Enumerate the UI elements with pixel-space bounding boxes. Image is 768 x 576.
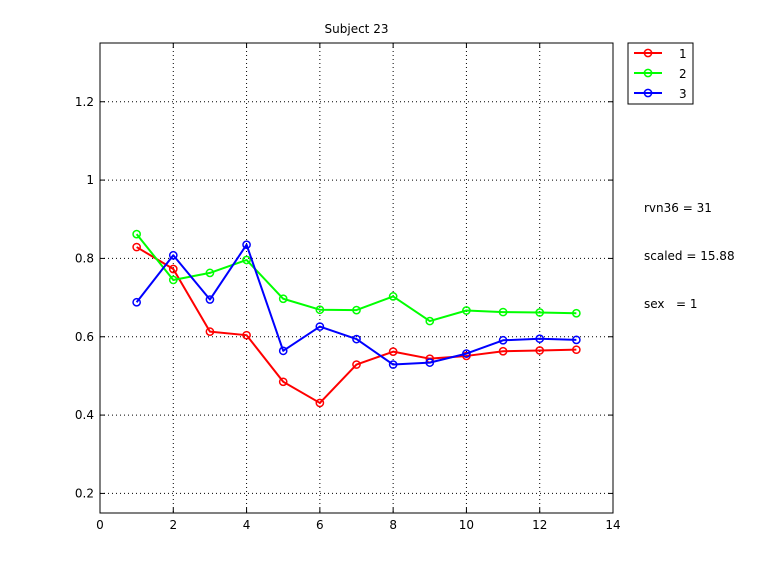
series-3 [132, 240, 581, 369]
x-tick-label: 8 [389, 518, 397, 532]
y-tick-label: 1.2 [75, 95, 94, 109]
data-point [132, 297, 141, 307]
data-point [278, 346, 288, 356]
data-point [535, 346, 545, 355]
data-point [278, 294, 288, 304]
data-point [315, 322, 325, 331]
series-line-3 [135, 243, 577, 366]
data-point [242, 255, 251, 265]
x-tick-label: 10 [459, 518, 474, 532]
data-point [205, 327, 215, 337]
y-tick-label: 0.6 [75, 330, 94, 344]
data-point [388, 360, 398, 369]
legend-item: 1 [634, 47, 687, 61]
data-point [425, 316, 435, 326]
data-point [315, 398, 325, 408]
legend-marker [643, 48, 653, 58]
data-point [132, 229, 141, 239]
annotation-sex: sex = 1 [644, 297, 698, 311]
series-2 [132, 229, 581, 326]
data-point [168, 264, 178, 274]
axes-frame [99, 42, 614, 514]
data-point [168, 275, 178, 285]
legend-label: 3 [679, 87, 687, 101]
series-1 [132, 242, 581, 408]
annotation-box: rvn36 = 31 scaled = 15.88 sex = 1 [644, 168, 735, 328]
x-tick-label: 4 [243, 518, 251, 532]
data-point [205, 268, 215, 278]
data-point [278, 377, 288, 387]
y-tick-label: 0.2 [75, 486, 94, 500]
data-point [498, 307, 508, 317]
data-point [352, 334, 361, 344]
data-point [352, 305, 361, 315]
legend-label: 1 [679, 47, 687, 61]
legend: 1 2 3 [627, 42, 694, 105]
x-tick-label: 2 [169, 518, 177, 532]
y-tick-label: 1 [86, 173, 94, 187]
data-point [498, 346, 508, 356]
data-point [572, 345, 581, 355]
data-point [352, 360, 361, 369]
data-point [242, 240, 251, 250]
x-tick-label: 14 [605, 518, 620, 532]
data-point [388, 292, 398, 301]
data-point [462, 306, 471, 315]
annotation-rvn36: rvn36 = 31 [644, 201, 712, 215]
data-point [132, 242, 141, 252]
data-point [388, 347, 398, 356]
axis-ticks: 0 2 4 6 8 10 12 14 0.2 0.4 0.6 0.8 1 1.2 [75, 43, 621, 532]
legend-item: 3 [634, 87, 687, 101]
x-tick-label: 12 [532, 518, 547, 532]
series-line-2 [135, 233, 577, 323]
annotation-scaled: scaled = 15.88 [644, 249, 735, 263]
data-point [535, 308, 545, 317]
series-layer [132, 229, 581, 408]
legend-marker [643, 88, 653, 98]
x-tick-label: 0 [96, 518, 104, 532]
data-point [462, 349, 471, 358]
x-tick-label: 6 [316, 518, 324, 532]
data-point [572, 308, 581, 318]
legend-marker [643, 68, 653, 78]
data-point [425, 358, 435, 367]
data-point [535, 334, 545, 344]
data-point [572, 335, 581, 345]
grid-lines [100, 43, 613, 513]
data-point [168, 250, 178, 260]
data-point [498, 335, 508, 345]
chart-title: Subject 23 [325, 22, 389, 36]
y-tick-label: 0.8 [75, 251, 94, 265]
data-point [315, 305, 325, 315]
data-point [205, 295, 215, 304]
legend-label: 2 [679, 67, 687, 81]
legend-item: 2 [634, 67, 687, 81]
y-tick-label: 0.4 [75, 408, 94, 422]
series-line-1 [136, 246, 577, 404]
data-point [242, 330, 251, 340]
